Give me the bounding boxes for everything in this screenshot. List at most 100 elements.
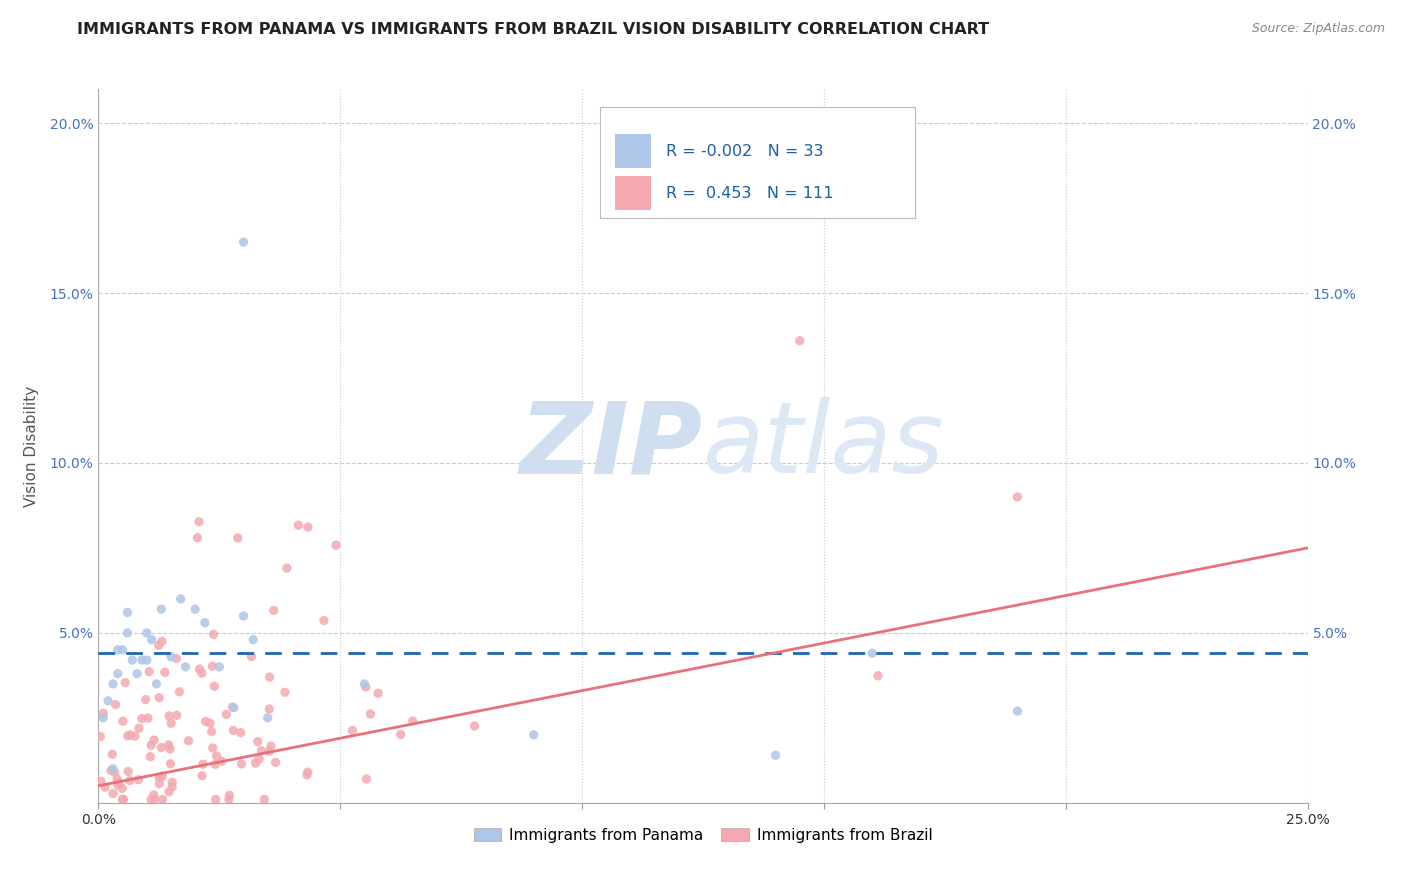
Point	[121, 653, 143, 667]
Point	[226, 531, 249, 545]
Point	[222, 700, 245, 714]
Point	[389, 727, 412, 741]
Point	[107, 666, 129, 681]
Point	[100, 764, 122, 778]
Point	[191, 757, 214, 772]
Point	[162, 775, 184, 789]
Point	[90, 774, 112, 789]
FancyBboxPatch shape	[600, 107, 915, 218]
Point	[211, 754, 233, 768]
Point	[523, 728, 546, 742]
Point	[274, 685, 297, 699]
Point	[101, 787, 124, 801]
Point	[186, 531, 208, 545]
Point	[160, 649, 183, 664]
Point	[107, 643, 129, 657]
Point	[194, 615, 217, 630]
Point	[112, 792, 135, 806]
Point	[101, 677, 124, 691]
Point	[253, 792, 276, 806]
Point	[111, 643, 134, 657]
Point	[97, 694, 120, 708]
Point	[141, 738, 163, 752]
Point	[150, 634, 173, 648]
Point	[201, 740, 224, 755]
Point	[401, 714, 423, 728]
Point	[1007, 704, 1029, 718]
Text: R = -0.002   N = 33: R = -0.002 N = 33	[665, 144, 823, 159]
Text: ZIP: ZIP	[520, 398, 703, 494]
Point	[166, 708, 188, 723]
Point	[118, 773, 141, 788]
Point	[114, 675, 136, 690]
Point	[94, 780, 117, 795]
Legend: Immigrants from Panama, Immigrants from Brazil: Immigrants from Panama, Immigrants from …	[468, 822, 938, 848]
Point	[131, 712, 153, 726]
Point	[111, 714, 134, 729]
Point	[157, 785, 180, 799]
Text: R =  0.453   N = 111: R = 0.453 N = 111	[665, 186, 832, 201]
Point	[153, 665, 176, 680]
Point	[866, 669, 889, 683]
Text: IMMIGRANTS FROM PANAMA VS IMMIGRANTS FROM BRAZIL VISION DISABILITY CORRELATION C: IMMIGRANTS FROM PANAMA VS IMMIGRANTS FRO…	[77, 22, 990, 37]
Point	[201, 659, 224, 673]
Point	[229, 725, 252, 739]
Point	[218, 792, 240, 806]
Point	[145, 677, 167, 691]
Point	[789, 334, 811, 348]
Point	[160, 716, 183, 731]
Point	[194, 714, 217, 729]
Point	[860, 646, 883, 660]
Point	[128, 721, 150, 735]
Point	[117, 606, 139, 620]
Point	[325, 538, 347, 552]
Point	[136, 711, 159, 725]
Point	[169, 591, 191, 606]
Point	[89, 730, 111, 744]
Point	[148, 776, 170, 790]
Point	[169, 685, 191, 699]
Point	[354, 680, 377, 694]
Point	[198, 716, 221, 731]
Point	[157, 738, 180, 752]
Point	[232, 235, 254, 249]
Point	[117, 729, 139, 743]
Point	[148, 771, 170, 785]
Point	[142, 788, 165, 802]
Point	[201, 724, 224, 739]
Point	[148, 690, 170, 705]
Point	[264, 756, 287, 770]
Point	[463, 719, 485, 733]
Point	[242, 632, 264, 647]
Point	[765, 748, 787, 763]
Point	[141, 632, 163, 647]
Point	[150, 602, 173, 616]
Point	[143, 792, 166, 806]
Text: atlas: atlas	[703, 398, 945, 494]
Point	[256, 711, 278, 725]
Point	[359, 706, 381, 721]
Point	[138, 665, 160, 679]
Point	[157, 708, 180, 723]
Point	[177, 733, 200, 747]
Point	[297, 765, 319, 780]
Point	[117, 764, 139, 779]
Point	[152, 792, 174, 806]
Point	[218, 789, 240, 803]
Point	[202, 627, 225, 641]
Point	[231, 756, 253, 771]
Point	[139, 792, 162, 806]
Point	[150, 740, 173, 755]
Point	[204, 792, 226, 806]
Point	[1007, 490, 1029, 504]
Point	[295, 768, 318, 782]
Point	[353, 677, 375, 691]
Point	[160, 780, 183, 794]
Point	[117, 626, 139, 640]
Point	[124, 729, 146, 743]
Point	[150, 769, 173, 783]
Point	[101, 762, 124, 776]
Point	[215, 707, 238, 722]
Point	[165, 651, 187, 665]
Point	[297, 520, 319, 534]
